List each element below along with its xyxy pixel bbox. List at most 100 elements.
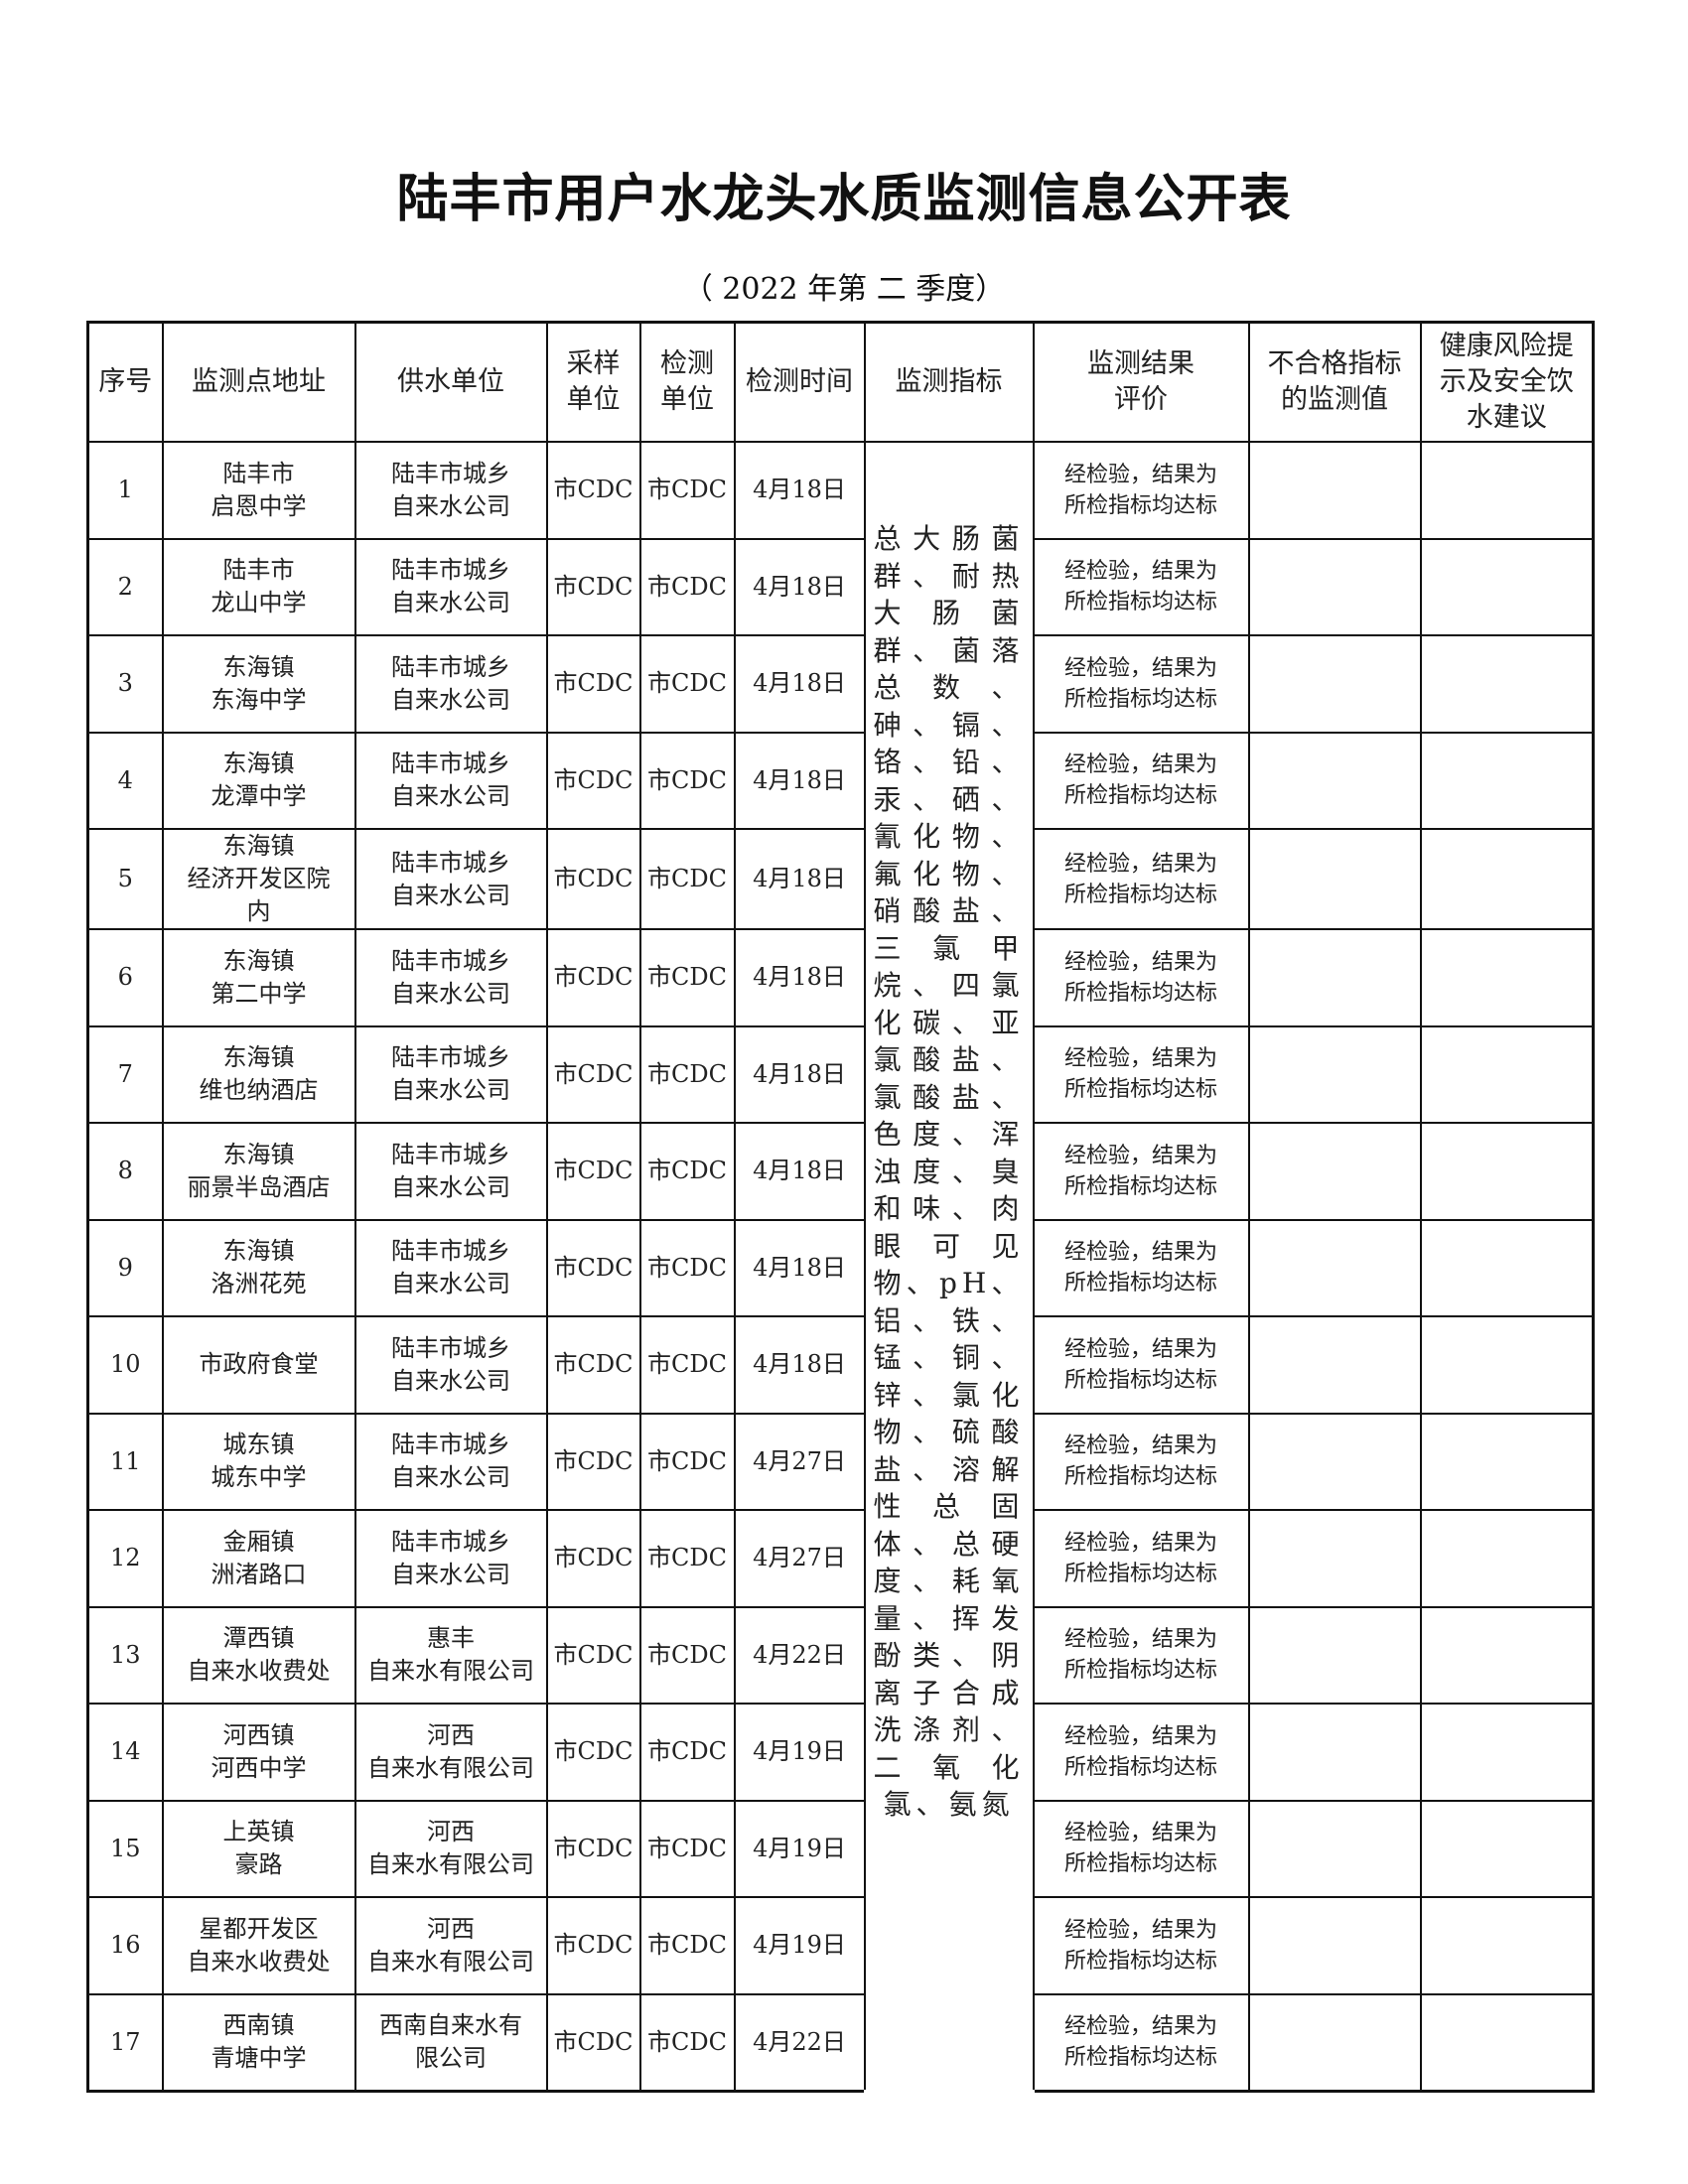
test-date: 4月18日	[733, 537, 866, 636]
monitoring-address: 上英镇 豪路	[161, 1799, 356, 1898]
test-date: 4月18日	[733, 828, 866, 930]
monitoring-address-line: 东海镇	[222, 1140, 295, 1168]
water-quality-table: 序号 监测点地址 供水单位 采样单位 检测单位 检测时间 监测指标 监测结果 评价…	[86, 321, 1595, 2093]
table-row: 7 东海镇 维也纳酒店 陆丰市城乡 自来水公司 市CDC 市CDC 4月18日 经检验，结果为所…	[86, 1024, 1595, 1124]
header-sampler: 采样单位	[545, 321, 641, 443]
header-row: 序号 监测点地址 供水单位 采样单位 检测单位 检测时间 监测指标 监测结果 评价…	[86, 321, 1595, 443]
sampling-unit: 市CDC	[545, 1122, 641, 1221]
failed-indicator-value	[1247, 928, 1422, 1027]
test-date: 4月18日	[733, 1122, 866, 1221]
water-supplier-line: 陆丰市城乡	[391, 1431, 510, 1459]
water-supplier-line: 自来水有限公司	[367, 1753, 534, 1782]
monitoring-address: 东海镇 丽景半岛酒店	[161, 1122, 356, 1221]
result-evaluation-line: 所检指标均达标	[1063, 1948, 1217, 1974]
result-evaluation-line: 经检验，结果为	[1063, 462, 1217, 487]
water-supplier-line: 自来水公司	[391, 685, 510, 714]
table-row: 8 东海镇 丽景半岛酒店 陆丰市城乡 自来水公司 市CDC 市CDC 4月18日 经检验，结果为…	[86, 1122, 1595, 1221]
water-supplier-line: 陆丰市城乡	[391, 1527, 510, 1556]
table-row: 16 星都开发区 自来水收费处 河西 自来水有限公司 市CDC 市CDC 4月19日 经检验，结…	[86, 1896, 1595, 1995]
result-evaluation-line: 所检指标均达标	[1063, 1464, 1217, 1490]
row-number: 15	[86, 1799, 164, 1898]
result-evaluation-line: 经检验，结果为	[1063, 559, 1217, 585]
failed-indicator-value	[1247, 1315, 1422, 1415]
result-evaluation-line: 所检指标均达标	[1063, 1754, 1217, 1780]
result-evaluation-line: 所检指标均达标	[1063, 1077, 1217, 1103]
test-date: 4月22日	[733, 1605, 866, 1705]
testing-unit: 市CDC	[638, 731, 736, 830]
header-indicators: 监测指标	[863, 321, 1035, 443]
water-supplier-line: 自来水公司	[391, 1366, 510, 1395]
water-supplier: 河西 自来水有限公司	[353, 1896, 548, 1995]
test-date: 4月18日	[733, 634, 866, 734]
result-evaluation-line: 经检验，结果为	[1063, 1336, 1217, 1362]
water-supplier-line: 限公司	[415, 2044, 487, 2073]
row-number: 16	[86, 1896, 164, 1995]
table-row: 4 东海镇 龙潭中学 陆丰市城乡 自来水公司 市CDC 市CDC 4月18日 经检验，结果为 所检…	[86, 731, 1595, 830]
monitoring-address-line: 潭西镇	[222, 1624, 295, 1653]
monitoring-address: 星都开发区 自来水收费处	[161, 1896, 356, 1995]
failed-indicator-value	[1247, 1799, 1422, 1898]
testing-unit: 市CDC	[638, 1605, 736, 1705]
monitoring-address: 东海镇 龙潭中学	[161, 731, 356, 830]
health-advice	[1419, 1315, 1595, 1415]
monitoring-address-line: 东海镇	[222, 1237, 295, 1266]
failed-indicator-value	[1247, 537, 1422, 636]
testing-unit: 市CDC	[638, 928, 736, 1027]
row-number: 12	[86, 1509, 164, 1608]
water-supplier: 河西 自来水有限公司	[353, 1703, 548, 1802]
result-evaluation-line: 经检验，结果为	[1063, 1723, 1217, 1749]
table-row: 14 河西镇 河西中学 河西 自来水有限公司 市CDC 市CDC 4月19日 经检验，结果为 所检…	[86, 1703, 1595, 1802]
monitoring-address-line: 东海中学	[211, 685, 307, 714]
water-supplier-line: 惠丰	[427, 1624, 475, 1653]
table-row: 12 金厢镇 洲渚路口 陆丰市城乡 自来水公司 市CDC 市CDC 4月27日 经检验，结果为所…	[86, 1509, 1595, 1608]
table-row: 5 东海镇 经济开发区院内陆丰市城乡 自来水公司 市CDC 市CDC 4月18日 经检验，结果…	[86, 828, 1595, 930]
monitoring-address-line: 豪路	[234, 1850, 283, 1879]
water-supplier-line: 自来水公司	[391, 1560, 510, 1588]
test-date: 4月19日	[733, 1896, 866, 1995]
monitoring-address: 东海镇 东海中学	[161, 634, 356, 734]
testing-unit: 市CDC	[638, 1896, 736, 1995]
monitoring-address-line: 东海镇	[222, 1043, 295, 1072]
result-evaluation-line: 所检指标均达标	[1063, 590, 1217, 615]
test-date: 4月18日	[733, 1218, 866, 1317]
table-row: 17 西南镇 青塘中学 西南自来水有 限公司 市CDC 市CDC 4月22日 经检验，结果为 所检…	[86, 1992, 1595, 2093]
sampling-unit: 市CDC	[545, 1315, 641, 1415]
testing-unit: 市CDC	[638, 441, 736, 540]
monitoring-address-line: 城东镇	[222, 1431, 295, 1459]
result-evaluation-line: 经检验，结果为	[1063, 655, 1217, 681]
result-evaluation: 经检验，结果为 所检指标均达标	[1032, 1122, 1250, 1221]
header-no: 序号	[86, 321, 164, 443]
row-number: 7	[86, 1024, 164, 1124]
failed-indicator-value	[1247, 1218, 1422, 1317]
result-evaluation-line: 所检指标均达标	[1063, 2045, 1217, 2071]
failed-indicator-value	[1247, 828, 1422, 930]
failed-indicator-value	[1247, 1122, 1422, 1221]
water-supplier: 陆丰市城乡 自来水公司	[353, 1122, 548, 1221]
table-row: 2 陆丰市 龙山中学 陆丰市城乡 自来水公司 市CDC 市CDC 4月18日 经检验，结果为 所检…	[86, 537, 1595, 636]
failed-indicator-value	[1247, 1896, 1422, 1995]
monitoring-address-line: 龙山中学	[211, 589, 307, 617]
result-evaluation-line: 所检指标均达标	[1063, 1658, 1217, 1684]
test-date: 4月27日	[733, 1412, 866, 1511]
test-date: 4月19日	[733, 1799, 866, 1898]
water-supplier-line: 河西	[427, 1818, 475, 1846]
water-supplier-line: 自来水有限公司	[367, 1947, 534, 1976]
sampling-unit: 市CDC	[545, 1799, 641, 1898]
water-supplier: 陆丰市城乡自来水公司	[353, 1315, 548, 1415]
result-evaluation-line: 经检验，结果为	[1063, 1143, 1217, 1168]
water-supplier-line: 陆丰市城乡	[391, 750, 510, 778]
monitoring-address-line: 丽景半岛酒店	[187, 1172, 331, 1201]
result-evaluation-line: 所检指标均达标	[1063, 1561, 1217, 1586]
water-supplier-line: 自来水公司	[391, 1172, 510, 1201]
health-advice	[1419, 731, 1595, 830]
water-supplier: 陆丰市城乡 自来水公司	[353, 928, 548, 1027]
water-supplier-line: 陆丰市城乡	[391, 1333, 510, 1362]
water-supplier: 陆丰市城乡 自来水公司	[353, 634, 548, 734]
result-evaluation: 经检验，结果为 所检指标均达标	[1032, 731, 1250, 830]
water-supplier-line: 自来水公司	[391, 881, 510, 909]
row-number: 10	[86, 1315, 164, 1415]
water-supplier: 陆丰市城乡 自来水公司	[353, 1218, 548, 1317]
failed-indicator-value	[1247, 441, 1422, 540]
result-evaluation: 经检验，结果为 所检指标均达标	[1032, 1509, 1250, 1608]
water-supplier-line: 陆丰市城乡	[391, 848, 510, 877]
